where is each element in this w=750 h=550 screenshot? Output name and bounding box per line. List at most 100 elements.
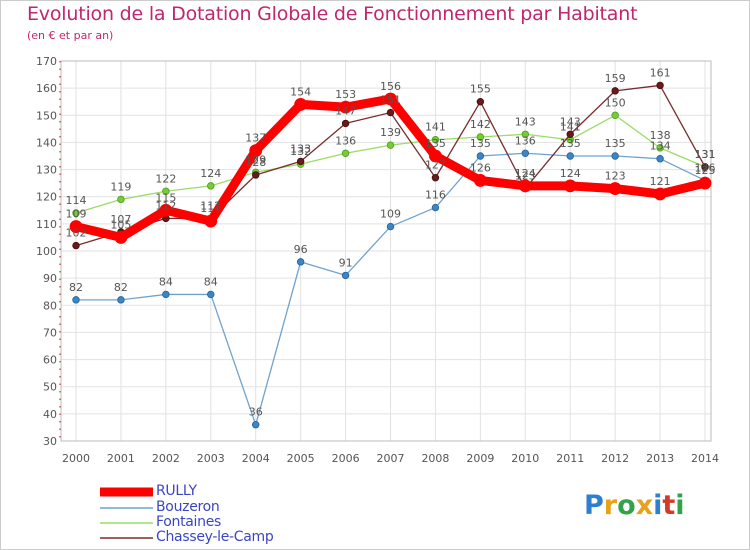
data-label: 131 <box>695 148 716 161</box>
data-point <box>117 195 125 204</box>
data-label: 141 <box>560 121 581 134</box>
logo-letter: t <box>662 490 676 521</box>
data-point <box>611 87 619 95</box>
data-label: 111 <box>200 202 221 215</box>
data-label: 150 <box>605 96 626 109</box>
data-point <box>518 179 532 193</box>
data-label: 116 <box>425 189 446 202</box>
legend-label: Fontaines <box>156 514 222 530</box>
data-point <box>339 100 352 114</box>
data-label: 138 <box>650 129 671 142</box>
data-label: 141 <box>425 121 446 134</box>
data-label: 125 <box>695 164 716 177</box>
y-tick-label: 40 <box>43 408 57 421</box>
data-label: 153 <box>335 88 356 101</box>
y-tick-label: 120 <box>36 191 57 204</box>
logo-letter: i <box>653 490 663 521</box>
logo-letter: P <box>584 490 604 521</box>
data-label: 135 <box>470 137 491 150</box>
data-point <box>521 149 529 157</box>
data-label: 122 <box>155 172 176 185</box>
y-tick-label: 30 <box>43 435 57 448</box>
data-point <box>656 155 664 163</box>
data-label: 136 <box>515 134 536 147</box>
data-point <box>72 209 80 217</box>
data-label: 119 <box>110 180 131 193</box>
y-tick-label: 50 <box>43 381 57 394</box>
data-label: 143 <box>560 115 581 128</box>
x-tick-label: 2008 <box>421 452 449 465</box>
data-label: 109 <box>66 208 87 221</box>
data-label: 134 <box>650 140 671 153</box>
data-label: 128 <box>245 156 266 169</box>
data-point <box>207 290 215 299</box>
y-tick-label: 90 <box>43 272 57 285</box>
data-label: 151 <box>380 94 401 107</box>
data-label: 124 <box>515 167 536 180</box>
data-label: 161 <box>650 66 671 79</box>
x-tick-label: 2004 <box>242 452 270 465</box>
data-point <box>117 296 125 304</box>
data-label: 126 <box>470 161 491 174</box>
data-label: 82 <box>69 281 83 294</box>
y-tick-label: 150 <box>36 109 57 122</box>
data-point <box>476 152 485 160</box>
data-point <box>69 220 83 233</box>
data-label: 123 <box>515 170 536 183</box>
data-label: 36 <box>249 406 263 419</box>
data-label: 132 <box>290 145 311 158</box>
data-point <box>476 98 485 106</box>
data-point <box>429 149 442 163</box>
x-tick-label: 2005 <box>287 452 315 465</box>
data-label: 109 <box>380 208 401 221</box>
x-tick-label: 2003 <box>197 452 225 465</box>
legend-label: RULLY <box>156 483 197 499</box>
data-point <box>249 144 263 157</box>
logo-letter: r <box>603 490 618 521</box>
data-point <box>72 241 80 250</box>
data-label: 114 <box>66 194 87 207</box>
chart-title: Evolution de la Dotation Globale de Fonc… <box>27 3 638 25</box>
data-point <box>611 152 619 160</box>
proxiti-logo: Proxiti <box>584 490 685 521</box>
x-tick-label: 2010 <box>511 452 539 465</box>
data-point <box>341 271 350 280</box>
data-label: 124 <box>560 167 581 180</box>
data-point <box>207 182 215 190</box>
data-label: 156 <box>380 80 401 93</box>
data-label: 142 <box>470 118 491 131</box>
data-label: 159 <box>605 72 626 85</box>
data-label: 121 <box>650 175 671 188</box>
data-label: 105 <box>110 218 131 231</box>
data-point <box>384 92 397 106</box>
data-point <box>656 144 664 152</box>
data-point <box>294 98 308 111</box>
data-point <box>431 174 440 182</box>
y-tick-label: 70 <box>43 326 57 339</box>
data-point <box>386 141 395 149</box>
data-label: 135 <box>425 137 446 150</box>
data-point <box>386 222 395 231</box>
data-label: 126 <box>695 161 716 174</box>
data-point <box>204 214 218 228</box>
data-point <box>341 149 350 157</box>
data-label: 112 <box>155 199 176 212</box>
data-label: 96 <box>294 243 308 256</box>
logo-letter: i <box>675 490 685 521</box>
data-label: 143 <box>515 115 536 128</box>
y-tick-label: 130 <box>36 164 57 177</box>
series-fontaines <box>72 111 709 217</box>
y-tick-label: 140 <box>36 136 57 149</box>
data-point <box>431 136 440 144</box>
x-tick-label: 2000 <box>62 452 90 465</box>
x-tick-label: 2014 <box>691 452 719 465</box>
data-label: 154 <box>290 85 311 98</box>
data-label: 139 <box>380 126 401 139</box>
x-tick-label: 2009 <box>466 452 494 465</box>
x-tick-label: 2007 <box>377 452 405 465</box>
x-tick-label: 2011 <box>556 452 584 465</box>
data-label: 91 <box>339 256 353 269</box>
data-label: 82 <box>114 281 128 294</box>
y-tick-label: 110 <box>36 218 57 231</box>
legend-label: Bouzeron <box>156 499 220 515</box>
